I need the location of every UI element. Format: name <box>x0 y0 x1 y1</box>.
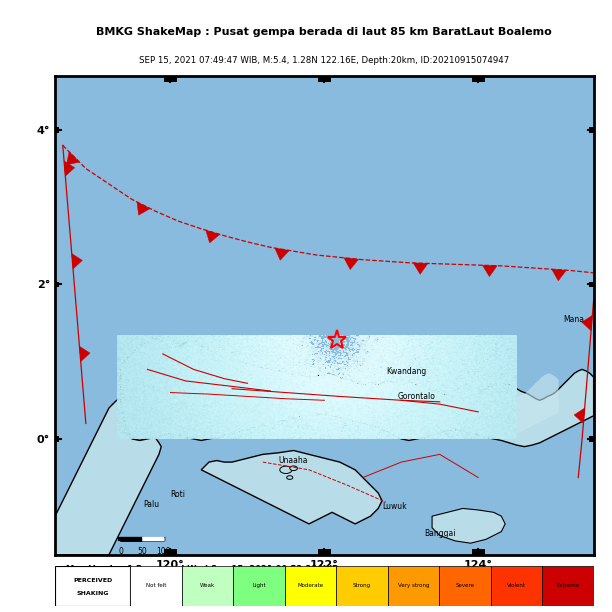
Bar <box>130 566 182 606</box>
Text: Very strong: Very strong <box>398 583 429 589</box>
Text: Mana: Mana <box>563 315 584 324</box>
Polygon shape <box>201 450 382 524</box>
Bar <box>55 436 59 442</box>
Polygon shape <box>280 466 292 474</box>
Text: Roti: Roti <box>171 490 185 499</box>
Bar <box>472 549 485 555</box>
Polygon shape <box>72 253 83 269</box>
Text: SHAKING: SHAKING <box>76 591 109 597</box>
Bar <box>318 76 331 81</box>
Polygon shape <box>67 152 80 165</box>
Polygon shape <box>80 346 90 362</box>
Text: Strong: Strong <box>353 583 371 589</box>
Text: Extreme: Extreme <box>556 583 580 589</box>
Text: Not felt: Not felt <box>146 583 166 589</box>
Polygon shape <box>206 230 220 243</box>
Polygon shape <box>290 466 297 471</box>
Bar <box>388 566 439 606</box>
Text: Weak: Weak <box>200 583 215 589</box>
Polygon shape <box>574 408 584 424</box>
Polygon shape <box>551 269 566 281</box>
Bar <box>337 566 388 606</box>
Polygon shape <box>482 265 497 277</box>
Bar <box>233 566 285 606</box>
Text: 50: 50 <box>137 547 147 556</box>
Text: Map Version 1 Processed Wed Sep 15, 2021 00:53:38 WIB: Map Version 1 Processed Wed Sep 15, 2021… <box>66 565 338 574</box>
Polygon shape <box>64 161 75 176</box>
Text: 100: 100 <box>156 547 171 556</box>
Bar <box>182 566 233 606</box>
Polygon shape <box>137 202 150 215</box>
Bar <box>542 566 594 606</box>
Bar <box>55 282 59 287</box>
Text: 0: 0 <box>118 547 123 556</box>
Polygon shape <box>121 338 594 447</box>
Bar <box>589 127 594 133</box>
Polygon shape <box>286 476 293 479</box>
Bar <box>55 127 59 133</box>
Polygon shape <box>156 347 559 439</box>
Polygon shape <box>344 258 359 270</box>
Text: PERCEIVED: PERCEIVED <box>73 578 113 583</box>
Text: Light: Light <box>252 583 266 589</box>
Text: Unaaha: Unaaha <box>279 456 308 465</box>
Text: Banggai: Banggai <box>424 529 455 538</box>
Bar <box>285 566 337 606</box>
Bar <box>472 76 485 81</box>
Text: Palu: Palu <box>143 500 159 509</box>
Bar <box>55 566 130 606</box>
Polygon shape <box>582 315 592 330</box>
Text: SEP 15, 2021 07:49:47 WIB, M:5.4, 1.28N 122.16E, Depth:20km, ID:20210915074947: SEP 15, 2021 07:49:47 WIB, M:5.4, 1.28N … <box>140 56 509 65</box>
Text: BMKG ShakeMap : Pusat gempa berada di laut 85 km BaratLaut Boalemo: BMKG ShakeMap : Pusat gempa berada di la… <box>97 27 552 37</box>
Text: Kwandang: Kwandang <box>386 367 426 376</box>
Polygon shape <box>432 509 505 543</box>
Text: Luwuk: Luwuk <box>382 502 407 510</box>
Bar <box>164 549 177 555</box>
Bar <box>589 282 594 287</box>
Bar <box>491 566 542 606</box>
Bar <box>589 436 594 442</box>
Polygon shape <box>55 400 161 555</box>
Text: Violent: Violent <box>507 583 526 589</box>
Bar <box>439 566 491 606</box>
Polygon shape <box>275 248 289 260</box>
Polygon shape <box>413 263 428 274</box>
Text: Moderate: Moderate <box>297 583 324 589</box>
Bar <box>318 549 331 555</box>
Text: Severe: Severe <box>455 583 474 589</box>
Bar <box>164 76 177 81</box>
Text: Gorontalo: Gorontalo <box>397 392 435 401</box>
